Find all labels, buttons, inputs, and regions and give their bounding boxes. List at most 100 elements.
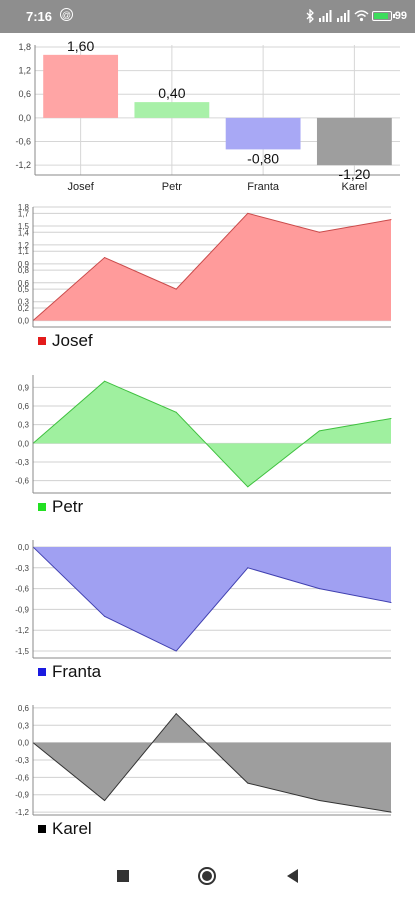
value-label: 1,60 (67, 38, 94, 54)
y-tick-label: 0,5 (18, 285, 30, 294)
bar (43, 54, 119, 118)
area-fill (33, 713, 391, 813)
data-point (318, 588, 320, 590)
data-point (247, 782, 249, 784)
data-point (104, 800, 106, 802)
y-tick-label: 0,0 (18, 113, 31, 123)
y-tick-label: -1,2 (15, 626, 29, 635)
y-tick-label: 1,5 (18, 222, 30, 231)
data-point (175, 411, 177, 413)
recent-apps-button[interactable] (103, 852, 143, 900)
category-label: Karel (342, 181, 368, 193)
y-tick-label: 0,0 (18, 317, 30, 326)
y-tick-label: 0,6 (18, 704, 30, 713)
data-point (247, 486, 249, 488)
y-tick-label: 0,8 (18, 266, 30, 275)
y-tick-label: 0,9 (18, 260, 30, 269)
legend-swatch (38, 503, 46, 511)
y-tick-label: -0,3 (15, 756, 29, 765)
y-tick-label: 1,8 (18, 42, 31, 52)
data-point (390, 219, 392, 221)
legend-label: Franta (52, 662, 102, 681)
value-label: 0,40 (158, 85, 185, 101)
y-tick-label: -0,9 (15, 605, 29, 614)
status-bar: 7:16 @ 99 (0, 0, 415, 33)
series-line (32, 712, 392, 813)
y-tick-label: 0,3 (18, 421, 30, 430)
battery-level: 99 (394, 10, 407, 22)
y-tick-label: 1,2 (18, 66, 31, 76)
category-label: Petr (162, 181, 183, 193)
category-label: Franta (247, 181, 280, 193)
legend-label: Josef (52, 331, 93, 350)
y-tick-label: 0,3 (18, 721, 30, 730)
y-tick-label: -1,5 (15, 647, 29, 656)
y-tick-label: 0,0 (18, 739, 30, 748)
legend-label: Petr (52, 497, 84, 516)
signal-icon (318, 10, 332, 22)
value-label: -1,20 (338, 166, 370, 182)
bar (225, 117, 301, 150)
y-tick-label: 1,1 (18, 247, 30, 256)
y-tick-label: 1,4 (18, 228, 30, 237)
data-point (104, 257, 106, 259)
data-point (175, 288, 177, 290)
y-tick-label: 1,2 (18, 241, 30, 250)
y-tick-label: 1,8 (18, 203, 30, 212)
battery-icon (371, 11, 395, 21)
navigation-bar (0, 852, 415, 900)
area-fill (33, 381, 391, 487)
y-tick-label: 0,6 (18, 89, 31, 99)
y-tick-label: 0,6 (18, 279, 30, 288)
triangle-back-icon (286, 869, 298, 883)
area-chart-petr: 0,9 0,6 0,3 0,0 -0,3 -0,6 Petr (15, 375, 392, 516)
status-time: 7:16 (26, 9, 53, 24)
data-point (318, 800, 320, 802)
data-point (175, 650, 177, 652)
category-label: Josef (67, 181, 94, 193)
legend-swatch (38, 337, 46, 345)
y-tick-label: -0,3 (15, 564, 29, 573)
y-tick-label: 0,0 (18, 543, 30, 552)
y-tick-label: -1,2 (15, 808, 29, 817)
y-tick-label: -0,9 (15, 791, 29, 800)
data-point (104, 615, 106, 617)
y-tick-label: 1,7 (18, 209, 30, 218)
area-chart-franta: 0,0 -0,3 -0,6 -0,9 -1,2 -1,5 Franta (15, 540, 392, 681)
data-point (390, 417, 392, 419)
area-chart-josef: 1,81,7 1,51,4 1,21,1 0,90,8 0,60,5 0,30,2 0,0 J… (18, 203, 392, 350)
area-fill (33, 213, 391, 321)
y-tick-label: -0,3 (15, 458, 29, 467)
bluetooth-icon (306, 9, 314, 23)
y-tick-label: 0,6 (18, 402, 30, 411)
circle-icon (198, 867, 216, 885)
bar (134, 102, 210, 118)
area-fill (33, 546, 391, 652)
data-point (390, 601, 392, 603)
status-icons: 99 (305, 8, 407, 24)
area-chart-karel: 0,6 0,3 0,0 -0,3 -0,6 -0,9 -1,2 Karel (15, 704, 392, 838)
data-point (318, 430, 320, 432)
y-tick-label: 0,9 (18, 383, 30, 392)
bar (316, 117, 392, 166)
at-icon: @ (60, 8, 73, 21)
legend-swatch (38, 668, 46, 676)
y-tick-label: -1,2 (15, 160, 31, 170)
y-tick-label: -0,6 (15, 773, 29, 782)
series-line (32, 380, 392, 488)
back-button[interactable] (272, 852, 312, 900)
home-button[interactable] (187, 852, 227, 900)
y-tick-label: 0,2 (18, 304, 30, 313)
bar-chart: 1,8 1,2 0,6 0,0 -0,6 -1,2 1,60 Josef 0,40 Petr -0,… (15, 38, 400, 193)
series-line (32, 546, 392, 652)
y-tick-label: -0,6 (15, 137, 31, 147)
y-tick-label: 0,3 (18, 298, 30, 307)
legend-swatch (38, 825, 46, 833)
value-label: -0,80 (247, 150, 279, 166)
data-point (247, 567, 249, 569)
y-tick-label: -0,6 (15, 585, 29, 594)
signal-icon-2 (336, 10, 350, 22)
data-point (318, 231, 320, 233)
y-tick-label: -0,6 (15, 477, 29, 486)
data-point (390, 811, 392, 813)
